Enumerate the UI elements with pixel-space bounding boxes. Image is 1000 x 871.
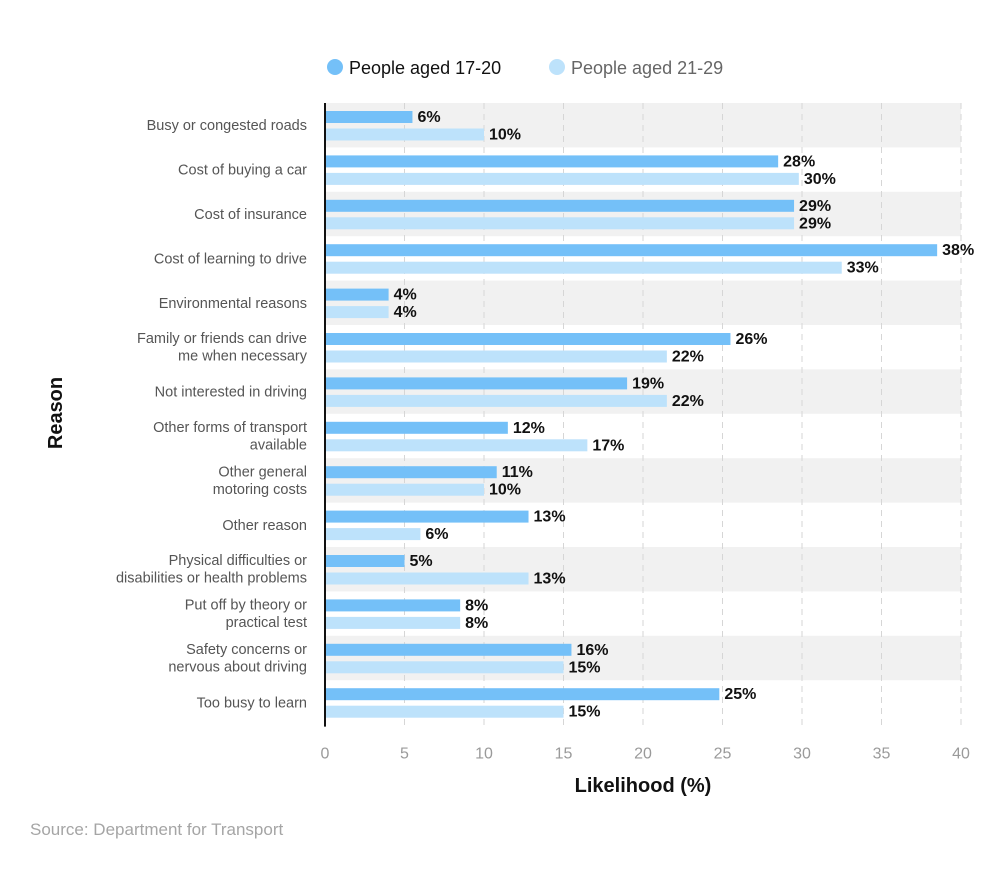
legend-label: People aged 17-20	[349, 58, 501, 78]
bar-series-2	[325, 394, 667, 407]
bar-series-1	[325, 421, 508, 434]
data-label: 10%	[489, 127, 521, 144]
data-label: 33%	[847, 260, 879, 277]
bar-series-2	[325, 439, 588, 452]
legend: People aged 17-20 People aged 21-29	[327, 58, 723, 78]
data-label: 6%	[417, 109, 440, 126]
category-label: Safety concerns or nervous about driving	[168, 642, 307, 676]
data-label: 5%	[410, 553, 433, 570]
data-label: 29%	[799, 198, 831, 215]
data-label: 8%	[465, 615, 488, 632]
bar-series-1	[325, 111, 413, 123]
value-labels: 6% 10% 28%30% 29%29% 38% 33% 4%4% 26% 22% 19% 22% 1…	[394, 109, 975, 721]
data-label: 22%	[672, 393, 704, 410]
x-tick-label: 25	[714, 746, 732, 763]
data-label: 13%	[534, 571, 566, 588]
data-label: 28%	[783, 153, 815, 170]
bar-series-2	[325, 172, 799, 185]
data-label: 30%	[804, 171, 836, 188]
category-label: Other general motoring costs	[213, 464, 307, 498]
bar-series-1	[325, 688, 720, 701]
bar-series-2	[325, 128, 484, 141]
bar-series-1	[325, 599, 461, 612]
bar-series-2	[325, 261, 842, 274]
x-axis-title: Likelihood (%)	[575, 775, 712, 797]
data-label: 4%	[394, 287, 417, 304]
category-label: Put off by theory or practical test	[185, 598, 307, 632]
bar-series-2	[325, 572, 529, 585]
data-label: 38%	[942, 242, 974, 259]
category-label: Not interested in driving	[155, 385, 307, 401]
x-tick-label: 5	[400, 746, 409, 763]
bar-series-2	[325, 661, 564, 674]
data-label: 29%	[799, 215, 831, 232]
x-tick-label: 30	[793, 746, 811, 763]
category-label: Environmental reasons	[159, 296, 307, 312]
category-label: Other forms of transport available	[153, 420, 307, 454]
category-labels: Busy or congested roads Cost of buying a …	[116, 118, 308, 711]
data-label: 17%	[592, 437, 624, 454]
bar-series-2	[325, 705, 564, 718]
bar-series-2	[325, 616, 461, 629]
bar-series-1	[325, 333, 731, 345]
data-label: 16%	[576, 642, 608, 659]
source-note: Source: Department for Transport	[30, 820, 284, 839]
x-tick-label: 20	[634, 746, 652, 763]
bar-series-1	[325, 288, 389, 301]
category-label: Cost of insurance	[194, 207, 307, 223]
data-label: 22%	[672, 349, 704, 366]
category-label: Cost of learning to drive	[154, 251, 307, 267]
category-label: Physical difficulties or disabilities or …	[116, 553, 307, 587]
data-label: 26%	[735, 331, 767, 348]
category-label: Busy or congested roads	[147, 118, 307, 134]
bar-series-1	[325, 155, 779, 168]
bar-series-1	[325, 244, 938, 257]
bar-series-1	[325, 466, 497, 479]
x-tick-label: 10	[475, 746, 493, 763]
data-label: 25%	[724, 686, 756, 703]
legend-marker	[549, 59, 565, 75]
bar-series-2	[325, 217, 795, 230]
bar-series-2	[325, 483, 484, 496]
y-axis-title: Reason	[45, 377, 67, 449]
data-label: 13%	[534, 509, 566, 526]
bar-series-1	[325, 377, 628, 390]
category-label: Too busy to learn	[197, 695, 307, 711]
legend-marker	[327, 59, 343, 75]
data-label: 11%	[502, 464, 533, 481]
bar-series-1	[325, 510, 529, 523]
category-label: Family or friends can drive me when neces…	[137, 331, 308, 365]
x-tick-label: 40	[952, 746, 970, 763]
data-label: 10%	[489, 482, 521, 499]
x-tick-label: 0	[321, 746, 330, 763]
bar-series-2	[325, 306, 389, 319]
legend-label: People aged 21-29	[571, 58, 723, 78]
data-label: 8%	[465, 597, 488, 614]
bar-series-2	[325, 528, 421, 541]
x-tick-labels: 0 5 10 15 20 25 30 35 40	[321, 746, 970, 763]
bar-series-1	[325, 643, 572, 656]
x-tick-label: 15	[555, 746, 573, 763]
data-label: 12%	[513, 420, 545, 437]
data-label: 6%	[425, 526, 448, 543]
bar-series-1	[325, 555, 405, 567]
x-tick-label: 35	[873, 746, 891, 763]
bar-series-1	[325, 199, 795, 212]
data-label: 4%	[394, 304, 417, 321]
data-label: 15%	[569, 659, 601, 676]
data-label: 19%	[632, 375, 664, 392]
bars	[325, 111, 938, 718]
data-label: 15%	[569, 704, 601, 721]
category-label: Cost of buying a car	[178, 163, 307, 179]
bar-series-2	[325, 350, 667, 363]
category-label: Other reason	[222, 518, 307, 534]
